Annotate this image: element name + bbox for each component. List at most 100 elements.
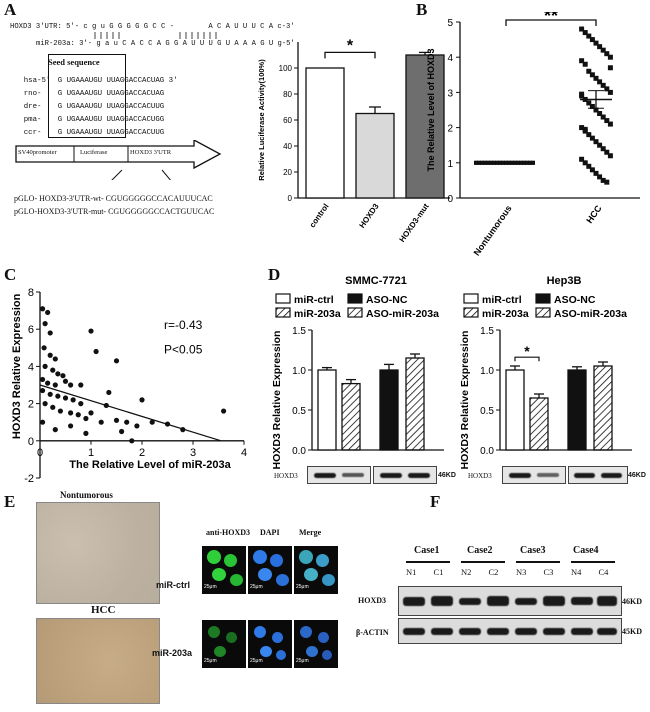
data-point xyxy=(113,358,120,364)
seed-box xyxy=(48,54,126,138)
data-point xyxy=(42,401,48,407)
case-label: Case1 xyxy=(414,545,440,556)
data-point xyxy=(492,160,496,165)
blot-label-hoxd3: HOXD3 xyxy=(358,596,386,605)
y-tick-label: 8 xyxy=(28,287,34,299)
data-point xyxy=(83,430,89,436)
data-point xyxy=(45,380,51,386)
case-labels: Case1 Case2 Case3 Case4 N1 C1 N2 C2 N3 C3 N4 C4 xyxy=(400,545,640,585)
kd-hep3b: 46KD xyxy=(628,472,646,479)
data-point xyxy=(525,160,529,165)
if-col-dapi: DAPI xyxy=(260,528,280,537)
data-point xyxy=(57,408,64,414)
blot-smmc-right xyxy=(373,466,437,484)
data-point xyxy=(589,72,595,78)
construct-luciferase: Luciferase xyxy=(80,149,108,156)
case-underline xyxy=(461,561,505,563)
significance-marker: * xyxy=(347,37,354,54)
seed-sequence-label: Seed sequence xyxy=(48,57,100,67)
y-axis-label: HOXD3 Relative Expression xyxy=(459,331,471,470)
data-point xyxy=(75,412,81,418)
x-tick-label: 0 xyxy=(37,447,43,459)
data-point xyxy=(582,126,588,132)
blot-label-smmc: HOXD3 xyxy=(274,472,298,480)
significance-marker: ** xyxy=(544,12,558,26)
lane-label: N4 xyxy=(571,567,582,577)
species-row: ccr- G UGAAAUGU UUAGGACCACUUG xyxy=(23,129,165,137)
data-point xyxy=(586,68,592,74)
y-tick-label: 0.0 xyxy=(480,446,494,457)
y-tick-label: 100 xyxy=(279,64,293,73)
y-tick-label: 1.0 xyxy=(292,366,306,377)
y-tick-label: 4 xyxy=(28,361,34,373)
data-point xyxy=(106,389,112,396)
if-image-green-ctrl: 25μm xyxy=(202,546,246,594)
data-point xyxy=(579,58,585,64)
significance-bracket xyxy=(505,19,597,26)
y-tick-label: 40 xyxy=(283,142,292,151)
data-point xyxy=(528,160,532,165)
case-underline xyxy=(571,561,615,563)
bar xyxy=(529,397,549,451)
data-point xyxy=(586,33,592,39)
data-point xyxy=(579,91,585,97)
scale-label: 25μm xyxy=(296,658,309,664)
data-point xyxy=(129,438,135,444)
data-point xyxy=(597,79,603,85)
data-point xyxy=(486,160,490,165)
y-tick-label: 1.5 xyxy=(292,326,306,337)
y-tick-label: 2 xyxy=(28,399,34,411)
legend-label: ASO-NC xyxy=(554,294,596,306)
data-point xyxy=(498,160,502,165)
if-row-mir-ctrl: miR-ctrl xyxy=(156,580,191,590)
y-tick-label: 0 xyxy=(288,194,293,203)
construct-utr: HOXD3 3'UTR xyxy=(130,149,172,156)
bar xyxy=(405,54,445,199)
legend-swatch xyxy=(347,307,363,318)
data-point xyxy=(600,114,606,120)
chart-title: SMMC-7721 xyxy=(345,275,407,287)
data-point xyxy=(600,82,606,88)
correlation-scatter-chart: -2 0 2 4 6 8 0 1 2 3 4 The Relative Level of miR-20… xyxy=(11,287,247,485)
data-point xyxy=(582,160,588,166)
panel-label-c: C xyxy=(4,265,17,284)
annotation-p: P<0.05 xyxy=(164,342,203,356)
bar xyxy=(505,369,525,451)
data-point xyxy=(489,160,493,165)
bar xyxy=(305,67,345,199)
y-tick-label: 20 xyxy=(283,168,292,177)
data-point xyxy=(149,419,155,425)
y-tick-label: 3 xyxy=(447,88,453,99)
y-tick-label: 0.5 xyxy=(292,406,306,417)
data-point xyxy=(607,54,613,60)
scale-label: 25μm xyxy=(250,658,263,664)
blot-f-hoxd3 xyxy=(398,586,622,616)
data-point xyxy=(52,382,58,388)
data-point xyxy=(62,378,69,384)
species-row: dre- G UGAAAUGU UUAGGACCACUUG xyxy=(23,103,165,111)
data-point xyxy=(41,345,47,351)
data-point xyxy=(607,121,613,127)
data-point xyxy=(531,160,535,165)
nontumorous-title: Nontumorous xyxy=(60,490,113,500)
bar xyxy=(593,365,613,451)
construct-sv40: SV40promoter xyxy=(18,149,57,156)
data-point xyxy=(78,401,84,407)
data-point xyxy=(600,177,606,183)
if-row-mir203a: miR-203a xyxy=(152,648,193,658)
legend-swatch xyxy=(463,293,479,304)
data-point xyxy=(139,397,145,403)
x-tick-label: 3 xyxy=(190,447,196,459)
scale-label: 25μm xyxy=(204,658,217,664)
lane-label: C4 xyxy=(598,567,609,577)
data-point xyxy=(113,417,120,423)
data-point xyxy=(55,393,61,399)
if-image-green-203a: 25μm xyxy=(202,620,246,668)
case-underline xyxy=(516,561,560,563)
data-point xyxy=(589,167,595,173)
x-tick-label: control xyxy=(308,202,331,229)
data-point xyxy=(589,37,595,43)
legend-swatch xyxy=(275,293,291,304)
blot-label-beta-actin: β-ACTIN xyxy=(356,628,389,637)
